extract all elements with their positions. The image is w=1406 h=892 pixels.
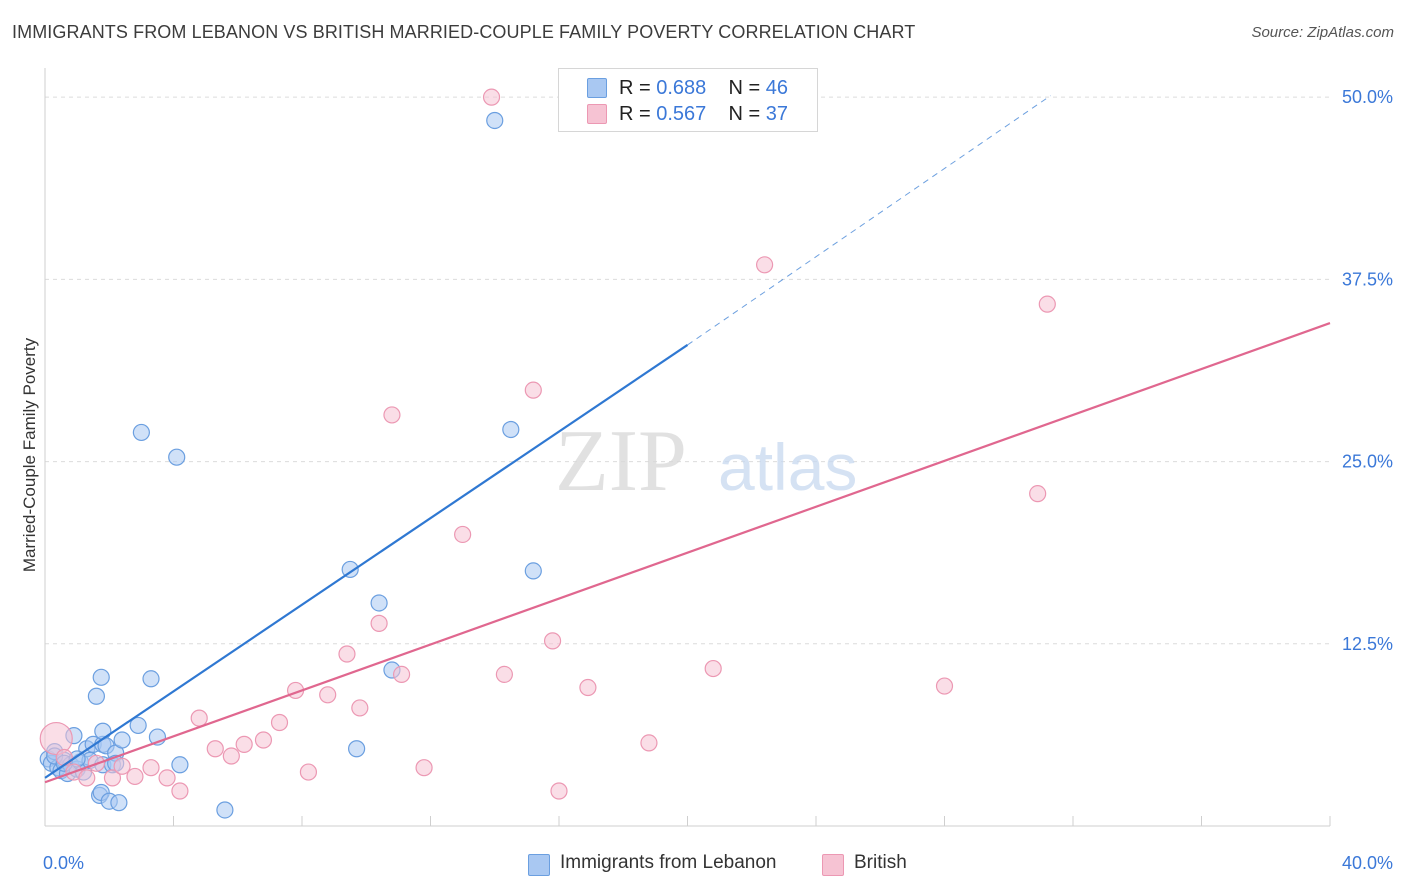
point-british — [338, 645, 356, 663]
point-british — [755, 256, 774, 274]
point-british — [55, 748, 73, 767]
n-label: N = — [728, 77, 761, 99]
point-british — [383, 406, 401, 424]
point-british — [640, 734, 658, 752]
point-british — [579, 678, 597, 697]
grid-layer — [45, 96, 1330, 645]
n-value: 46 — [765, 77, 789, 99]
point-british — [370, 614, 388, 632]
point-lebanon — [94, 722, 112, 740]
point-lebanon — [502, 420, 520, 439]
trend-layer — [44, 95, 1331, 784]
point-lebanon — [113, 731, 131, 749]
point-british — [704, 659, 722, 678]
point-british — [415, 759, 433, 777]
point-british — [270, 713, 289, 732]
r-label: R = — [619, 103, 651, 125]
point-british — [543, 632, 562, 650]
chart-source: Source: ZipAtlas.com — [1251, 24, 1394, 41]
y-tick-label: 37.5% — [1342, 269, 1393, 289]
point-lebanon — [168, 448, 186, 466]
legend-swatch-british — [822, 854, 844, 876]
chart-title: IMMIGRANTS FROM LEBANON VS BRITISH MARRI… — [12, 22, 916, 42]
legend-swatch-lebanon — [528, 854, 550, 876]
point-lebanon — [142, 670, 160, 688]
y-tick-label: 12.5% — [1342, 634, 1393, 654]
point-british — [254, 731, 273, 749]
point-british — [190, 709, 208, 727]
stats-legend: R = 0.688 N = 46 R = 0.567 N = 37 — [558, 68, 818, 132]
legend-swatch-lebanon — [587, 78, 607, 98]
watermark-zip: ZIP — [555, 413, 687, 510]
r-value: 0.567 — [656, 103, 707, 125]
y-tick-label: 50.0% — [1342, 87, 1393, 107]
point-british — [482, 88, 501, 106]
y-tick-label: 25.0% — [1342, 452, 1393, 472]
trend-line-lebanon — [44, 344, 689, 779]
point-british — [171, 782, 189, 800]
point-british — [392, 665, 411, 684]
trend-line-british — [44, 322, 1331, 784]
point-british — [142, 759, 160, 777]
n-label: N = — [728, 103, 761, 125]
point-lebanon — [486, 111, 504, 130]
point-lebanon — [87, 687, 106, 705]
point-british — [319, 686, 337, 704]
r-label: R = — [619, 77, 651, 99]
point-lebanon — [171, 756, 189, 774]
point-british — [1029, 485, 1047, 503]
point-british — [454, 525, 472, 544]
legend-swatch-british — [587, 104, 607, 124]
legend-label-british: British — [854, 852, 907, 873]
point-lebanon — [341, 560, 359, 579]
point-british — [158, 769, 176, 787]
point-british — [103, 769, 122, 787]
point-lebanon — [132, 423, 150, 442]
point-lebanon — [110, 794, 128, 812]
point-lebanon — [92, 668, 110, 686]
point-british — [222, 747, 240, 765]
point-british — [235, 735, 253, 753]
point-british — [935, 677, 954, 695]
axis-layer: 12.5% 25.0% 37.5% 50.0% 0.0% 40.0% — [43, 68, 1393, 873]
x-tick-label: 0.0% — [43, 853, 84, 873]
point-british — [78, 769, 96, 787]
watermark-atlas: atlas — [718, 430, 857, 504]
point-british — [351, 699, 369, 717]
x-tick-label: 40.0% — [1342, 853, 1393, 873]
y-axis-label: Married-Couple Family Poverty — [20, 337, 39, 572]
point-lebanon — [216, 801, 234, 819]
point-lebanon — [524, 562, 542, 580]
point-british — [495, 665, 513, 684]
point-lebanon — [370, 594, 388, 612]
watermark: ZIP atlas — [555, 413, 857, 510]
trend-line-lebanon-extension — [687, 95, 1051, 346]
point-lebanon — [348, 740, 366, 758]
point-lebanon — [129, 716, 147, 735]
legend-label-lebanon: Immigrants from Lebanon — [560, 852, 777, 873]
n-value: 37 — [765, 103, 789, 125]
point-british — [524, 381, 542, 399]
point-british — [126, 767, 144, 786]
r-value: 0.688 — [656, 77, 707, 99]
points-layer — [39, 88, 1056, 819]
point-british — [206, 740, 224, 758]
point-british — [299, 763, 318, 781]
point-british — [113, 757, 131, 775]
point-british — [550, 782, 568, 800]
point-british — [1038, 295, 1056, 313]
